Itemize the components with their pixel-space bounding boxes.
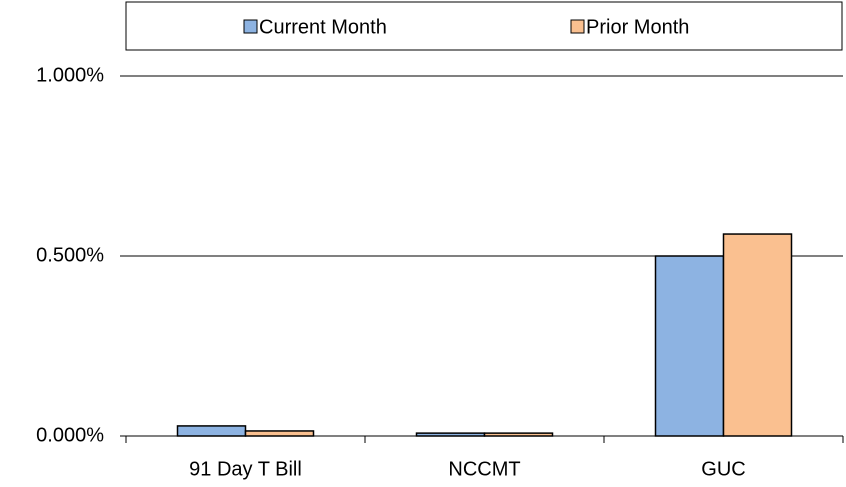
legend-swatch [243,19,258,34]
y-tick-label: 0.000% [36,424,104,446]
bar [654,255,725,437]
bar [176,425,247,437]
legend-swatch [570,19,585,34]
x-tick-label: 91 Day T Bill [189,458,302,480]
y-tick-label: 1.000% [36,64,104,86]
x-tick-label: NCCMT [448,458,520,480]
bar [415,432,486,437]
legend-label: Current Month [259,16,387,38]
bar [244,430,315,437]
legend-label: Prior Month [586,16,689,38]
bar [483,432,554,437]
bar [722,233,793,437]
y-tick-label: 0.500% [36,244,104,266]
legend-box [125,1,843,51]
x-tick-label: GUC [701,458,745,480]
